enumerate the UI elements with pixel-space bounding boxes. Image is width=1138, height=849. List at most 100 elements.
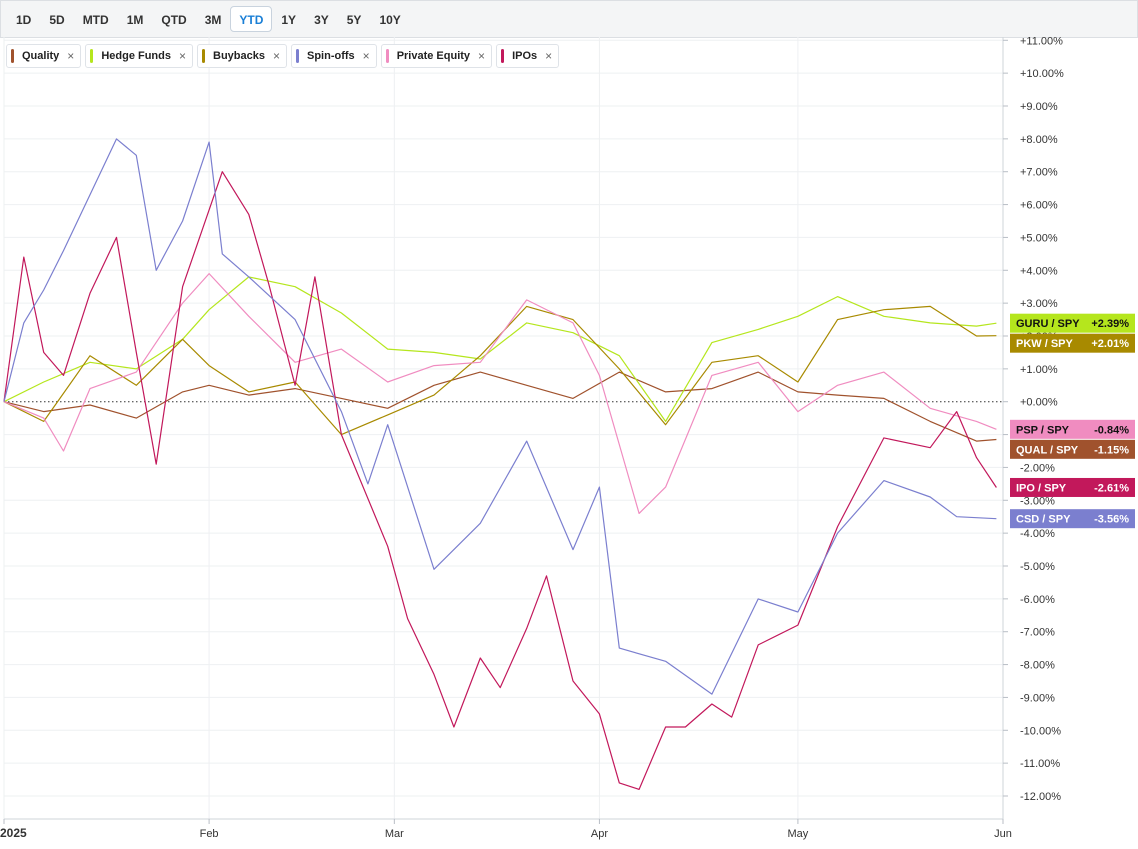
series-tag-value: -1.15% bbox=[1094, 444, 1129, 456]
series-tag-name: PKW / SPY bbox=[1016, 338, 1074, 350]
legend-swatch bbox=[90, 49, 94, 63]
series-tag-value: +2.01% bbox=[1091, 338, 1129, 350]
y-tick-label: +0.00% bbox=[1020, 397, 1058, 409]
legend-label: Buybacks bbox=[213, 50, 265, 62]
y-tick-label: -10.00% bbox=[1020, 725, 1061, 737]
x-tick-label: May bbox=[788, 828, 809, 840]
legend-item[interactable]: Spin-offs × bbox=[291, 44, 377, 68]
y-axis: +11.00% +10.00% +9.00% +8.00% +7.00% +6.00% +5… bbox=[1002, 37, 1064, 819]
range-tab-qtd[interactable]: QTD bbox=[161, 13, 187, 27]
x-tick-label: Feb bbox=[200, 828, 219, 840]
close-icon[interactable]: × bbox=[362, 49, 370, 63]
series-tag-bg bbox=[1010, 477, 1135, 497]
series-tag-bg bbox=[1010, 509, 1135, 529]
close-icon[interactable]: × bbox=[67, 49, 75, 63]
series-tag: CSD / SPY -3.56% bbox=[1010, 509, 1135, 529]
y-tick-label: +6.00% bbox=[1020, 200, 1058, 212]
range-tab-3y[interactable]: 3Y bbox=[314, 13, 329, 27]
series-tag-name: CSD / SPY bbox=[1016, 514, 1071, 526]
y-tick-label: +8.00% bbox=[1020, 134, 1058, 146]
legend-label: Hedge Funds bbox=[101, 50, 171, 62]
series-line-buybacks bbox=[3, 305, 997, 436]
range-tab-1y[interactable]: 1Y bbox=[281, 13, 297, 27]
series-tag-value: -0.84% bbox=[1094, 424, 1129, 436]
range-selector: 1D 5D MTD 1M QTD 3M YTD 1Y 3Y 5Y 10Y bbox=[7, 6, 410, 32]
legend-swatch bbox=[501, 49, 505, 63]
series-tag: IPO / SPY -2.61% bbox=[1010, 477, 1135, 497]
y-tick-label: -11.00% bbox=[1020, 758, 1060, 770]
y-tick-label: -9.00% bbox=[1020, 692, 1055, 704]
legend-swatch bbox=[385, 49, 389, 63]
series-tag-name: QUAL / SPY bbox=[1016, 444, 1079, 456]
legend-label: Spin-offs bbox=[307, 50, 355, 62]
chart: +11.00% +10.00% +9.00% +8.00% +7.00% +6.00% +5… bbox=[0, 37, 1135, 840]
range-tab-1d[interactable]: 1D bbox=[16, 13, 32, 27]
series-tag: QUAL / SPY -1.15% bbox=[1010, 439, 1135, 459]
toolbar: 1D 5D MTD 1M QTD 3M YTD 1Y 3Y 5Y 10Y bbox=[0, 0, 1138, 38]
y-tick-label: +3.00% bbox=[1020, 298, 1058, 310]
series-tag-bg bbox=[1010, 419, 1135, 439]
x-tick-label: Mar bbox=[385, 828, 404, 840]
close-icon[interactable]: × bbox=[272, 49, 280, 63]
legend-item[interactable]: Buybacks × bbox=[197, 44, 287, 68]
y-tick-label: +7.00% bbox=[1020, 167, 1058, 179]
legend-item[interactable]: IPOs × bbox=[496, 44, 560, 68]
series-tag: PSP / SPY -0.84% bbox=[1010, 419, 1135, 439]
legend-swatch bbox=[11, 49, 14, 63]
range-tab-10y[interactable]: 10Y bbox=[379, 13, 401, 27]
series-tag-value: -3.56% bbox=[1094, 514, 1129, 526]
y-tick-label: +9.00% bbox=[1020, 101, 1058, 113]
x-tick-label: Apr bbox=[591, 828, 608, 840]
legend-swatch bbox=[296, 49, 299, 63]
series-line-quality bbox=[3, 371, 997, 442]
series-tags: GURU / SPY +2.39% PKW / SPY +2.01% PSP / SPY… bbox=[1010, 313, 1135, 529]
legend-label: Private Equity bbox=[396, 50, 471, 62]
y-tick-label: +1.00% bbox=[1020, 364, 1058, 376]
y-tick-label: -12.00% bbox=[1020, 791, 1061, 803]
x-tick-label: Jun bbox=[994, 828, 1012, 840]
close-icon[interactable]: × bbox=[478, 49, 486, 63]
range-tab-3m[interactable]: 3M bbox=[204, 13, 222, 27]
close-icon[interactable]: × bbox=[545, 49, 553, 63]
y-tick-label: -7.00% bbox=[1020, 627, 1055, 639]
x-tick-label: 2025 bbox=[0, 826, 27, 840]
series-line-private-equity bbox=[3, 273, 997, 514]
legend-label: Quality bbox=[22, 50, 60, 62]
series-tag-name: GURU / SPY bbox=[1016, 318, 1080, 330]
series-line-ipos bbox=[3, 171, 997, 790]
y-tick-label: +4.00% bbox=[1020, 265, 1058, 277]
y-tick-label: -8.00% bbox=[1020, 660, 1055, 672]
series-line-spin-offs bbox=[3, 138, 997, 695]
range-tab-5d[interactable]: 5D bbox=[49, 13, 65, 27]
range-tab-5y[interactable]: 5Y bbox=[346, 13, 362, 27]
series-tag-bg bbox=[1010, 439, 1135, 459]
close-icon[interactable]: × bbox=[178, 49, 186, 63]
series-line-hedge-funds bbox=[3, 276, 997, 422]
range-tab-1m[interactable]: 1M bbox=[126, 13, 144, 27]
y-tick-label: +11.00% bbox=[1020, 37, 1063, 47]
series-lines bbox=[3, 138, 997, 790]
legend-item[interactable]: Quality × bbox=[6, 44, 82, 68]
grid bbox=[3, 37, 1004, 819]
series-tag-name: PSP / SPY bbox=[1016, 424, 1070, 436]
series-tag-bg bbox=[1010, 333, 1135, 353]
series-tag-name: IPO / SPY bbox=[1016, 482, 1067, 494]
y-tick-label: -2.00% bbox=[1020, 462, 1055, 474]
range-tab-ytd[interactable]: YTD bbox=[230, 6, 273, 32]
y-tick-label: -5.00% bbox=[1020, 561, 1055, 573]
series-tag: PKW / SPY +2.01% bbox=[1010, 333, 1135, 353]
legend-item[interactable]: Private Equity × bbox=[380, 44, 493, 68]
legend: Quality × Hedge Funds × Buybacks × Spin-offs × P… bbox=[6, 44, 560, 68]
legend-item[interactable]: Hedge Funds × bbox=[85, 44, 193, 68]
series-tag-value: +2.39% bbox=[1091, 318, 1129, 330]
y-tick-label: +10.00% bbox=[1020, 68, 1064, 80]
y-tick-label: -6.00% bbox=[1020, 594, 1055, 606]
x-axis: 2025 Feb Mar Apr May Jun bbox=[0, 818, 1012, 840]
y-tick-label: -4.00% bbox=[1020, 528, 1055, 540]
legend-label: IPOs bbox=[512, 50, 538, 62]
series-tag: GURU / SPY +2.39% bbox=[1010, 313, 1135, 333]
legend-swatch bbox=[202, 49, 205, 63]
range-tab-mtd[interactable]: MTD bbox=[82, 13, 109, 27]
series-tag-value: -2.61% bbox=[1094, 482, 1129, 494]
series-tag-bg bbox=[1010, 313, 1135, 333]
